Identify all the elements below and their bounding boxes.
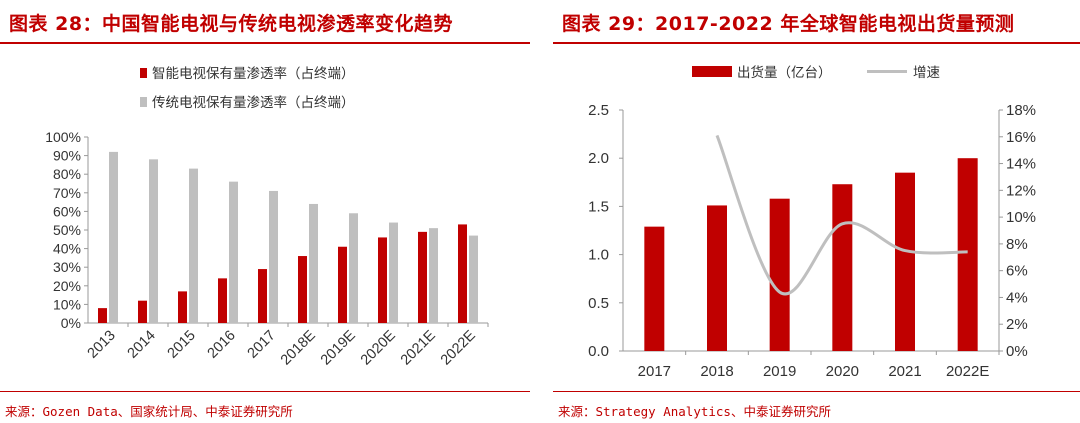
bar-traditional-tv (189, 168, 198, 323)
x-tick-label: 2014 (125, 328, 159, 362)
x-tick-label: 2022E (946, 363, 989, 380)
y-tick-label: 70% (53, 185, 81, 201)
bar-shipments (769, 198, 790, 351)
bar-smart-tv (338, 246, 347, 323)
y-tick-label-right: 8% (1006, 236, 1028, 253)
x-tick-label: 2022E (438, 327, 479, 368)
x-tick-label: 2021 (888, 363, 921, 380)
bar-traditional-tv (309, 203, 318, 323)
x-tick-label: 2015 (165, 328, 199, 362)
y-tick-label: 20% (53, 278, 81, 294)
right-title-rule (553, 42, 1080, 44)
bar-smart-tv (258, 269, 267, 323)
bar-traditional-tv (229, 181, 238, 323)
y-tick-label-left: 1.5 (588, 198, 609, 215)
y-tick-label-right: 18% (1006, 102, 1036, 119)
bar-traditional-tv (269, 190, 278, 323)
x-tick-label: 2018E (278, 327, 319, 368)
legend-swatch-shipments (692, 66, 732, 77)
y-tick-label-left: 2.0 (588, 150, 609, 167)
x-tick-label: 2021E (398, 327, 439, 368)
bar-smart-tv (458, 224, 467, 323)
right-chart-title: 图表 29：2017-2022 年全球智能电视出货量预测 (562, 13, 1015, 35)
x-tick-label: 2017 (638, 363, 671, 380)
left-chart-title: 图表 28：中国智能电视与传统电视渗透率变化趋势 (9, 13, 454, 35)
y-tick-label-left: 0.5 (588, 295, 609, 312)
bar-smart-tv (98, 308, 107, 323)
y-tick-label: 100% (45, 129, 81, 145)
x-tick-label: 2018 (700, 363, 733, 380)
bar-smart-tv (218, 278, 227, 323)
right-chart-panel: 图表 29：2017-2022 年全球智能电视出货量预测 出货量（亿台） 增速 0.… (553, 0, 1080, 423)
legend-label: 增速 (913, 65, 940, 80)
legend-swatch (140, 68, 147, 78)
x-tick-label: 2019 (763, 363, 796, 380)
y-tick-label-right: 16% (1006, 129, 1036, 146)
y-tick-label: 30% (53, 259, 81, 275)
left-title-rule (0, 42, 530, 44)
legend-swatch (140, 97, 147, 107)
x-tick-label: 2017 (245, 328, 279, 362)
bar-smart-tv (378, 237, 387, 323)
x-tick-label: 2013 (85, 328, 119, 362)
bar-traditional-tv (109, 151, 118, 323)
legend-label: 传统电视保有量渗透率（占终端） (152, 94, 355, 110)
right-chart-source: 来源：Strategy Analytics、中泰证券研究所 (558, 404, 831, 419)
y-tick-label-right: 12% (1006, 182, 1036, 199)
y-tick-label: 40% (53, 241, 81, 257)
y-tick-label-right: 2% (1006, 316, 1028, 333)
bar-smart-tv (298, 256, 307, 323)
bar-traditional-tv (349, 213, 358, 323)
y-tick-label: 50% (53, 222, 81, 238)
y-tick-label-right: 10% (1006, 209, 1036, 226)
bar-shipments (895, 172, 915, 351)
left-chart-panel: 图表 28：中国智能电视与传统电视渗透率变化趋势 智能电视保有量渗透率（占终端）… (0, 0, 530, 423)
y-tick-label: 10% (53, 296, 81, 312)
y-tick-label-right: 0% (1006, 343, 1028, 360)
bar-traditional-tv (389, 222, 398, 323)
y-tick-label-right: 14% (1006, 156, 1036, 173)
y-tick-label-left: 2.5 (588, 102, 609, 119)
bar-shipments (832, 184, 853, 351)
y-tick-label-left: 0.0 (588, 343, 609, 360)
x-tick-label: 2019E (318, 327, 359, 368)
right-chart: 出货量（亿台） 增速 0.0 0.5 1.0 1.5 2.0 2.5 0% 2% 4% 6% 8% 10%… (588, 64, 1036, 380)
y-tick-label: 60% (53, 203, 81, 219)
left-chart-source: 来源：Gozen Data、国家统计局、中泰证券研究所 (5, 404, 293, 419)
x-tick-label: 2020E (358, 327, 399, 368)
bar-shipments (644, 226, 665, 351)
x-tick-label: 2016 (205, 328, 239, 362)
right-source-rule (553, 391, 1080, 392)
y-tick-label-right: 6% (1006, 263, 1028, 280)
bar-traditional-tv (469, 235, 478, 323)
bar-shipments (707, 205, 727, 351)
legend-label: 出货量（亿台） (737, 64, 832, 80)
bar-traditional-tv (149, 159, 158, 323)
bar-smart-tv (178, 291, 187, 323)
y-tick-label-left: 1.0 (588, 247, 609, 264)
left-chart: 智能电视保有量渗透率（占终端） 传统电视保有量渗透率（占终端） 0% 10% 20% 30… (45, 65, 489, 368)
bar-traditional-tv (429, 228, 438, 323)
bar-shipments (957, 158, 978, 351)
line-growth (715, 134, 968, 296)
y-tick-label: 80% (53, 166, 81, 182)
left-source-rule (0, 391, 530, 392)
bar-smart-tv (418, 231, 427, 323)
x-tick-label: 2020 (826, 363, 859, 380)
y-tick-label-right: 4% (1006, 289, 1028, 306)
y-tick-label: 0% (61, 315, 81, 331)
y-tick-label: 90% (53, 148, 81, 164)
legend-label: 智能电视保有量渗透率（占终端） (152, 65, 355, 81)
bar-smart-tv (138, 300, 147, 323)
